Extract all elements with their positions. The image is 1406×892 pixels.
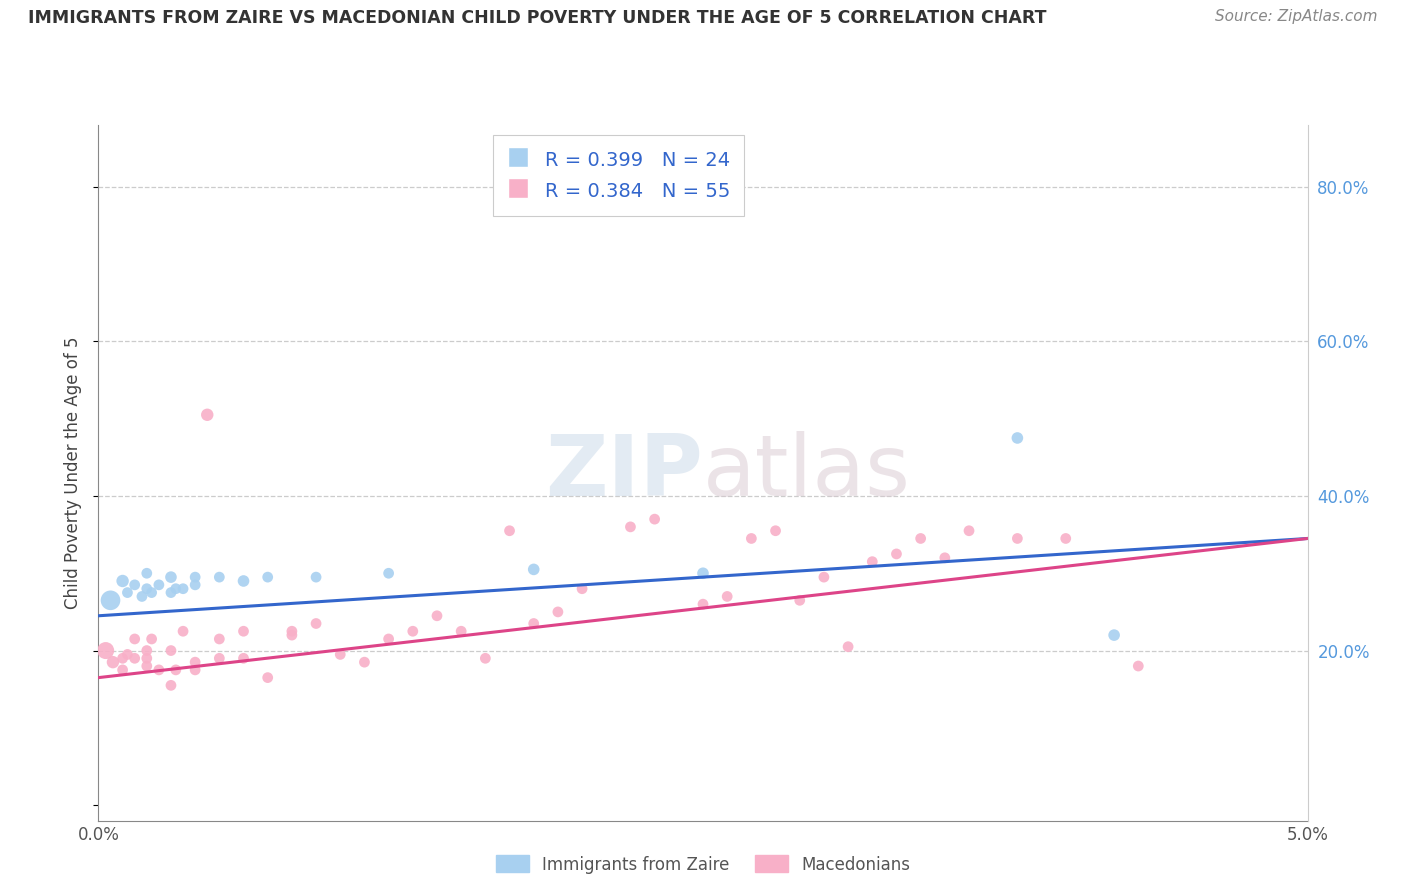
Point — [111, 574, 134, 588]
Point — [957, 524, 980, 538]
Point — [377, 632, 399, 646]
Point — [1007, 431, 1029, 445]
Point — [426, 608, 449, 623]
Text: atlas: atlas — [703, 431, 911, 515]
Y-axis label: Child Poverty Under the Age of 5: Child Poverty Under the Age of 5 — [65, 336, 83, 609]
Point — [135, 643, 157, 657]
Point — [934, 550, 956, 565]
Point — [910, 532, 932, 546]
Point — [523, 616, 546, 631]
Point — [184, 663, 207, 677]
Point — [644, 512, 666, 526]
Point — [377, 566, 399, 581]
Text: IMMIGRANTS FROM ZAIRE VS MACEDONIAN CHILD POVERTY UNDER THE AGE OF 5 CORRELATION: IMMIGRANTS FROM ZAIRE VS MACEDONIAN CHIL… — [28, 9, 1046, 27]
Point — [195, 408, 218, 422]
Point — [305, 570, 328, 584]
Point — [402, 624, 425, 639]
Point — [135, 659, 157, 673]
Point — [160, 643, 183, 657]
Point — [886, 547, 908, 561]
Point — [117, 648, 139, 662]
Point — [184, 570, 207, 584]
Point — [208, 632, 231, 646]
Point — [135, 582, 157, 596]
Point — [184, 655, 207, 669]
Point — [450, 624, 472, 639]
Point — [124, 578, 146, 592]
Point — [256, 570, 278, 584]
Point — [692, 597, 714, 611]
Point — [1007, 532, 1029, 546]
Point — [232, 624, 254, 639]
Point — [117, 585, 139, 599]
Point — [474, 651, 496, 665]
Point — [184, 578, 207, 592]
Point — [716, 590, 738, 604]
Point — [165, 663, 187, 677]
Point — [148, 663, 170, 677]
Point — [111, 663, 134, 677]
Point — [329, 648, 352, 662]
Point — [498, 524, 520, 538]
Point — [813, 570, 835, 584]
Point — [837, 640, 859, 654]
Point — [141, 632, 163, 646]
Point — [94, 643, 117, 657]
Point — [305, 616, 328, 631]
Point — [135, 566, 157, 581]
Point — [571, 582, 593, 596]
Point — [740, 532, 762, 546]
Point — [523, 562, 546, 576]
Point — [281, 624, 304, 639]
Point — [353, 655, 375, 669]
Point — [148, 578, 170, 592]
Point — [1128, 659, 1150, 673]
Point — [100, 593, 122, 607]
Point — [547, 605, 569, 619]
Point — [860, 555, 883, 569]
Point — [619, 520, 641, 534]
Point — [160, 585, 183, 599]
Point — [165, 582, 187, 596]
Point — [124, 651, 146, 665]
Point — [131, 590, 153, 604]
Point — [232, 651, 254, 665]
Point — [111, 651, 134, 665]
Point — [160, 678, 183, 692]
Point — [765, 524, 787, 538]
Point — [135, 651, 157, 665]
Point — [1102, 628, 1125, 642]
Point — [1054, 532, 1077, 546]
Point — [208, 651, 231, 665]
Point — [101, 655, 124, 669]
Text: Source: ZipAtlas.com: Source: ZipAtlas.com — [1215, 9, 1378, 24]
Legend: Immigrants from Zaire, Macedonians: Immigrants from Zaire, Macedonians — [488, 847, 918, 882]
Point — [208, 570, 231, 584]
Point — [281, 628, 304, 642]
Point — [789, 593, 811, 607]
Point — [172, 624, 194, 639]
Point — [141, 585, 163, 599]
Point — [256, 671, 278, 685]
Point — [232, 574, 254, 588]
Text: ZIP: ZIP — [546, 431, 703, 515]
Point — [160, 570, 183, 584]
Point — [124, 632, 146, 646]
Point — [172, 582, 194, 596]
Point — [692, 566, 714, 581]
